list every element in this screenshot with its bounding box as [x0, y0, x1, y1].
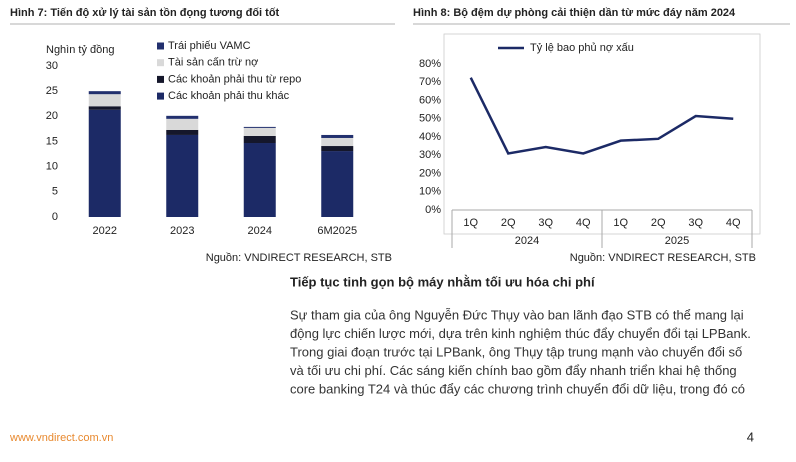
- x-tick-label: 4Q: [726, 217, 741, 229]
- paragraph-line: core banking T24 và thúc đẩy các chương …: [290, 381, 745, 396]
- x-tick-label: 4Q: [576, 217, 591, 229]
- bar-segment: [166, 115, 199, 119]
- x-tick-label: 2023: [170, 225, 194, 237]
- legend-swatch: [157, 59, 164, 67]
- y-tick-label: 40%: [419, 131, 441, 143]
- source: Nguồn: VNDIRECT RESEARCH, STB: [206, 252, 392, 264]
- paragraph-line: động lực chiến lược mới, dựa trên kinh n…: [290, 326, 751, 341]
- legend-swatch: [157, 92, 164, 100]
- bar-segment: [243, 126, 276, 128]
- y-tick-label: 30%: [419, 149, 441, 161]
- group-label: 2024: [515, 235, 539, 247]
- x-tick-label: 6M2025: [317, 225, 357, 237]
- bar-segment: [166, 129, 199, 135]
- legend-label: Tỷ lệ bao phủ nợ xấu: [530, 42, 634, 54]
- y-tick-label: 50%: [419, 113, 441, 125]
- y-tick-label: 30: [46, 60, 58, 72]
- section-heading: Tiếp tục tinh gọn bộ máy nhằm tối ưu hóa…: [290, 274, 595, 289]
- x-tick-label: 2022: [93, 225, 117, 237]
- paragraph-line: Sự tham gia của ông Nguyễn Đức Thụy vào …: [290, 307, 744, 322]
- paragraph-line: và tối ưu chi phí. Các sáng kiến chính b…: [290, 363, 737, 378]
- y-axis-label: Nghìn tỷ đồng: [46, 44, 115, 56]
- footer-url: www.vndirect.com.vn: [9, 432, 113, 444]
- bar-segment: [88, 106, 121, 110]
- y-tick-label: 20: [46, 110, 58, 122]
- group-label: 2025: [665, 235, 689, 247]
- page-number: 4: [747, 429, 754, 444]
- y-tick-label: 10: [46, 161, 58, 173]
- legend-label: Trái phiếu VAMC: [168, 40, 251, 52]
- bar-segment: [166, 118, 199, 130]
- y-tick-label: 20%: [419, 167, 441, 179]
- bar-segment: [243, 143, 276, 217]
- y-tick-label: 70%: [419, 76, 441, 88]
- bar-segment: [88, 109, 121, 217]
- y-tick-label: 0: [52, 211, 58, 223]
- line-series: [469, 77, 734, 155]
- paragraph-line: Trong giai đoạn trước tại LPBank, ông Th…: [290, 344, 742, 359]
- bar-segment: [243, 135, 276, 144]
- x-tick-label: 3Q: [538, 217, 553, 229]
- legend-label: Các khoản phải thu từ repo: [168, 73, 301, 85]
- chart-title: Hình 8: Bộ đệm dự phòng cải thiện dần từ…: [413, 7, 736, 19]
- y-tick-label: 15: [46, 135, 58, 147]
- bar-segment: [88, 91, 121, 95]
- x-tick-label: 2Q: [501, 217, 516, 229]
- bar-segment: [166, 134, 199, 217]
- y-tick-label: 5: [52, 186, 58, 198]
- y-tick-label: 60%: [419, 94, 441, 106]
- x-tick-label: 1Q: [613, 217, 628, 229]
- bar-segment: [321, 146, 354, 152]
- bar-segment: [321, 137, 354, 147]
- y-tick-label: 10%: [419, 186, 441, 198]
- x-tick-label: 2024: [248, 225, 272, 237]
- y-tick-label: 0%: [425, 204, 441, 216]
- plot-frame: [443, 33, 761, 235]
- legend-swatch: [157, 42, 164, 50]
- x-tick-label: 3Q: [688, 217, 703, 229]
- legend-label: Tài sản cấn trừ nợ: [168, 57, 258, 69]
- x-tick-label: 2Q: [651, 217, 666, 229]
- bar-segment: [243, 127, 276, 136]
- bar-segment: [88, 94, 121, 107]
- bar-segment: [321, 134, 354, 138]
- x-tick-label: 1Q: [463, 217, 478, 229]
- bar-segment: [321, 151, 354, 217]
- legend-swatch: [157, 75, 164, 83]
- chart-title: Hình 7: Tiến độ xử lý tài sản tồn đọng t…: [10, 7, 280, 19]
- legend-label: Các khoản phải thu khác: [168, 90, 290, 102]
- y-tick-label: 25: [46, 85, 58, 97]
- source: Nguồn: VNDIRECT RESEARCH, STB: [570, 252, 756, 264]
- y-tick-label: 80%: [419, 58, 441, 70]
